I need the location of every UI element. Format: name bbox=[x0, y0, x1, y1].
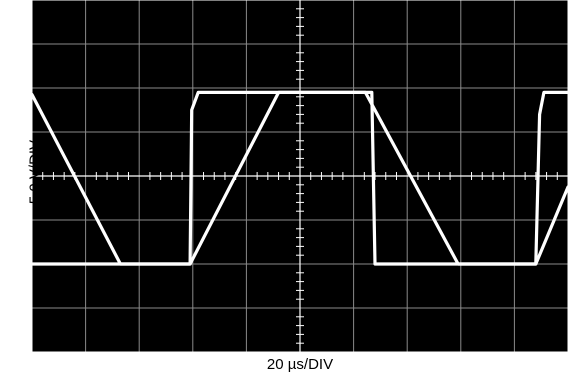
trace-triangle-wave bbox=[30, 90, 568, 266]
y-axis-label: 5.0 V/DIV bbox=[26, 139, 44, 205]
plot-frame bbox=[31, 0, 568, 353]
x-axis-label: 20 µs/DIV bbox=[266, 356, 334, 373]
trace-square-wave bbox=[30, 90, 568, 266]
center-axes bbox=[32, 0, 568, 352]
traces bbox=[30, 90, 568, 266]
